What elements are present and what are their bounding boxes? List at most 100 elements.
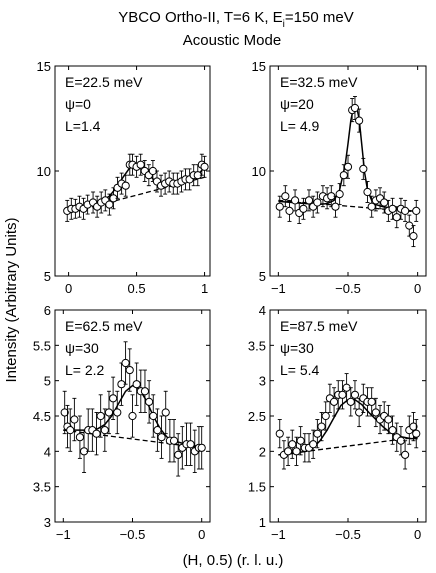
marker <box>284 447 293 456</box>
marker <box>304 196 314 205</box>
data-point <box>338 380 347 410</box>
data-point <box>128 394 137 438</box>
data-point <box>367 387 376 417</box>
data-point <box>309 195 318 218</box>
marker <box>412 206 421 215</box>
y-tick-label: 4.5 <box>33 409 51 424</box>
data-point <box>304 189 314 212</box>
background-line <box>63 429 202 449</box>
data-point <box>313 419 322 449</box>
marker <box>338 390 347 399</box>
marker <box>92 429 101 438</box>
marker <box>96 411 105 421</box>
marker <box>169 436 179 445</box>
marker <box>109 394 118 403</box>
marker <box>186 440 195 449</box>
data-point <box>313 191 322 214</box>
data-point <box>83 194 92 215</box>
marker <box>60 408 69 417</box>
data-point <box>346 387 355 417</box>
marker <box>335 190 344 199</box>
marker <box>149 411 158 421</box>
data-point <box>275 195 284 218</box>
panel-annotation: L=1.4 <box>65 118 101 134</box>
marker <box>113 408 122 417</box>
data-point <box>359 157 368 180</box>
data-point <box>284 436 293 466</box>
data-point <box>412 419 421 449</box>
marker <box>409 232 418 241</box>
data-point <box>285 199 294 222</box>
y-tick-label: 2 <box>259 444 266 459</box>
marker <box>380 198 389 207</box>
data-point <box>367 195 376 218</box>
data-point <box>100 408 109 452</box>
marker <box>174 450 183 459</box>
panel-annotation: ψ=30 <box>280 340 314 356</box>
x-tick-label: 1 <box>201 281 208 296</box>
marker <box>355 116 364 125</box>
marker <box>331 202 340 211</box>
figure-title-line-1: YBCO Ortho-II, T=6 K, Ei=150 meV <box>118 9 353 30</box>
marker <box>128 411 137 421</box>
x-tick-label: −0.5 <box>335 281 361 296</box>
marker <box>197 443 206 452</box>
marker <box>121 358 130 368</box>
data-point <box>343 154 353 179</box>
panel-annotation: L= 4.9 <box>280 118 320 134</box>
marker <box>200 162 209 171</box>
marker <box>367 202 376 211</box>
marker <box>153 426 162 435</box>
data-point <box>125 348 134 392</box>
x-axis-label: (H, 0.5) (r. l. u.) <box>183 552 284 569</box>
marker <box>367 397 376 406</box>
marker <box>281 192 290 201</box>
marker <box>388 426 397 435</box>
marker <box>75 433 85 442</box>
marker <box>125 365 134 375</box>
figure-title-line-2: Acoustic Mode <box>183 32 281 49</box>
y-tick-label: 15 <box>252 59 266 74</box>
marker <box>100 426 109 435</box>
data-point <box>380 191 389 214</box>
data-point <box>63 199 72 222</box>
y-tick-label: 1 <box>259 515 266 530</box>
y-tick-label: 1.5 <box>248 480 266 495</box>
data-point <box>281 185 290 208</box>
data-point <box>405 214 414 237</box>
x-tick-label: −0.5 <box>335 527 361 542</box>
marker <box>359 164 368 173</box>
data-point <box>132 362 141 406</box>
panel-annotation: E=87.5 meV <box>280 318 358 334</box>
data-point <box>121 341 130 385</box>
x-tick-label: −1 <box>271 527 286 542</box>
title-tail: =150 meV <box>285 9 354 26</box>
data-point <box>161 390 170 435</box>
y-axis-label: Intensity (Arbitrary Units) <box>3 217 20 382</box>
data-point <box>321 401 330 431</box>
data-point <box>96 394 105 438</box>
marker <box>145 397 154 406</box>
data-point <box>109 187 118 210</box>
marker <box>296 436 305 445</box>
data-point <box>292 436 301 466</box>
x-tick-label: 0 <box>65 281 72 296</box>
marker <box>136 160 145 169</box>
panel-annotation: E=62.5 meV <box>65 318 143 334</box>
data-point <box>329 387 339 417</box>
data-point <box>92 412 101 456</box>
data-point <box>104 390 114 435</box>
panel-annotation: E=32.5 meV <box>280 74 358 90</box>
marker <box>317 422 326 431</box>
x-tick-label: 0 <box>414 527 421 542</box>
data-point <box>388 197 397 220</box>
data-point <box>105 193 114 216</box>
data-point <box>275 419 284 449</box>
marker <box>384 415 393 424</box>
marker <box>70 415 79 424</box>
data-point <box>149 394 158 438</box>
data-point <box>392 422 401 452</box>
marker <box>275 202 284 211</box>
